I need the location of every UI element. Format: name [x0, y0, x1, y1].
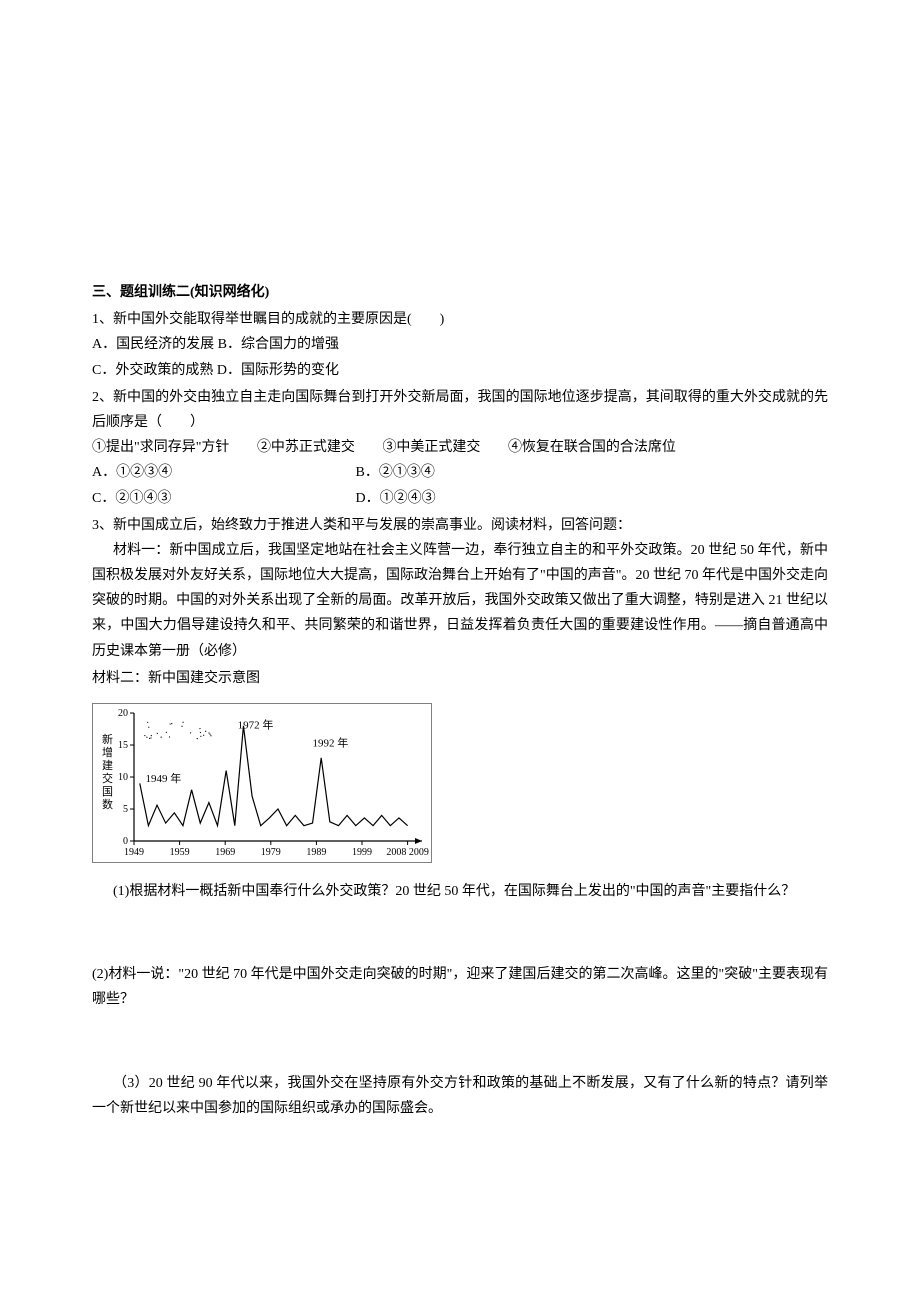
- question-3: 3、新中国成立后，始终致力于推进人类和平与发展的崇高事业。阅读材料，回答问题： …: [92, 513, 828, 1161]
- svg-text:1979: 1979: [261, 847, 281, 858]
- q3-material-2-label: 材料二：新中国建交示意图: [92, 666, 828, 691]
- answer-space-1: [92, 904, 828, 954]
- q1-option-c: C．外交政策的成熟: [92, 363, 213, 378]
- svg-text:交: 交: [102, 771, 113, 785]
- question-1: 1、新中国外交能取得举世瞩目的成就的主要原因是( ) A．国民经济的发展 B．综…: [92, 307, 828, 383]
- question-2: 2、新中国的外交由独立自主走向国际舞台到打开外交新局面，我国的国际地位逐步提高，…: [92, 385, 828, 511]
- svg-text:建: 建: [102, 758, 113, 772]
- q2-options-row2: C．②①④③ D．①②④③: [92, 486, 828, 511]
- svg-text:5: 5: [123, 804, 128, 815]
- chart-svg: 0 5 10 15 20 新增建交国数 1949 1959 1969 1979 1989 1999 20…: [92, 703, 432, 863]
- svg-text:15: 15: [118, 740, 128, 751]
- svg-text:0: 0: [123, 836, 128, 847]
- q1-option-b: B．综合国力的增强: [218, 337, 339, 352]
- answer-space-3: [92, 1121, 828, 1161]
- svg-text:1999: 1999: [352, 847, 372, 858]
- svg-text:1969: 1969: [215, 847, 235, 858]
- svg-text:1972 年: 1972 年: [238, 717, 274, 731]
- q3-sub-1: (1)根据材料一概括新中国奉行什么外交政策？20 世纪 50 年代，在国际舞台上…: [92, 879, 828, 904]
- q2-item-2: ②中苏正式建交: [257, 435, 355, 460]
- q1-options-row2: C．外交政策的成熟 D．国际形势的变化: [92, 358, 828, 383]
- q2-stem: 2、新中国的外交由独立自主走向国际舞台到打开外交新局面，我国的国际地位逐步提高，…: [92, 385, 828, 435]
- svg-text:国: 国: [102, 785, 113, 798]
- q2-option-a: A．①②③④: [92, 460, 352, 485]
- q1-stem: 1、新中国外交能取得举世瞩目的成就的主要原因是( ): [92, 307, 828, 332]
- svg-text:1949 年: 1949 年: [146, 771, 182, 785]
- q1-option-a: A．国民经济的发展: [92, 337, 214, 352]
- svg-text:增: 增: [102, 745, 113, 759]
- q2-option-c: C．②①④③: [92, 486, 352, 511]
- q3-sub-3: （3）20 世纪 90 年代以来，我国外交在坚持原有外交方针和政策的基础上不断发…: [92, 1071, 828, 1121]
- q2-option-b: B．②①③④: [356, 460, 435, 485]
- q2-option-d: D．①②④③: [356, 486, 436, 511]
- svg-text:1992 年: 1992 年: [313, 735, 349, 749]
- q2-item-3: ③中美正式建交: [382, 435, 480, 460]
- q3-material-1: 材料一：新中国成立后，我国坚定地站在社会主义阵营一边，奉行独立自主的和平外交政策…: [92, 538, 828, 664]
- q3-sub-2: (2)材料一说："20 世纪 70 年代是中国外交走向突破的时期"，迎来了建国后…: [92, 962, 828, 1012]
- svg-text:1989: 1989: [306, 847, 326, 858]
- svg-text:1959: 1959: [170, 847, 190, 858]
- svg-text:2008 2009: 2008 2009: [386, 847, 429, 858]
- section-title: 三、题组训练二(知识网络化): [92, 280, 828, 305]
- svg-text:10: 10: [118, 772, 128, 783]
- svg-text:数: 数: [102, 798, 113, 811]
- q2-options-row1: A．①②③④ B．②①③④: [92, 460, 828, 485]
- svg-text:新: 新: [102, 732, 113, 746]
- q1-option-d: D．国际形势的变化: [217, 363, 339, 378]
- q1-options-row1: A．国民经济的发展 B．综合国力的增强: [92, 332, 828, 357]
- answer-space-2: [92, 1013, 828, 1063]
- diplomatic-chart: 0 5 10 15 20 新增建交国数 1949 1959 1969 1979 1989 1999 20…: [92, 703, 432, 863]
- q2-items: ①提出"求同存异"方针 ②中苏正式建交 ③中美正式建交 ④恢复在联合国的合法席位: [92, 435, 828, 460]
- svg-text:20: 20: [118, 708, 128, 719]
- q2-item-1: ①提出"求同存异"方针: [92, 435, 229, 460]
- svg-text:1949: 1949: [124, 847, 144, 858]
- q3-stem: 3、新中国成立后，始终致力于推进人类和平与发展的崇高事业。阅读材料，回答问题：: [92, 513, 828, 538]
- q2-item-4: ④恢复在联合国的合法席位: [508, 435, 676, 460]
